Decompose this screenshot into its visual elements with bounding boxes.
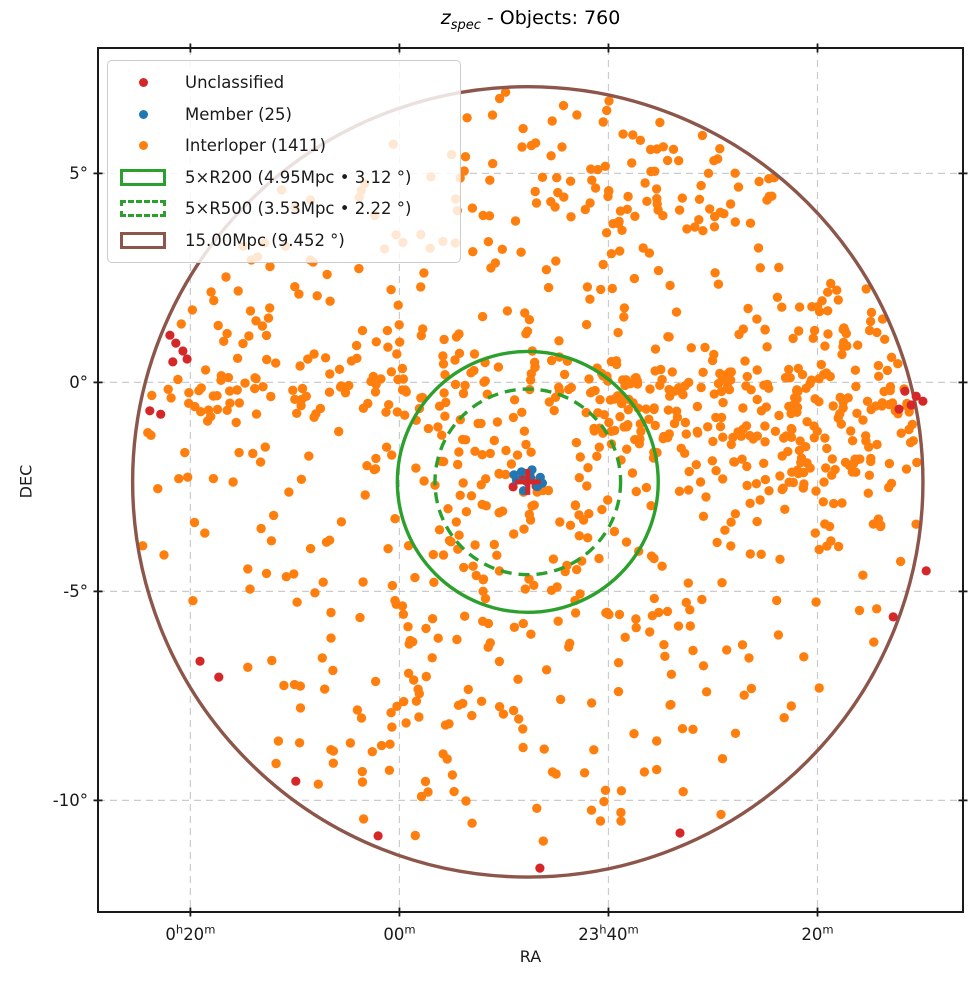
plot-title: zspec - Objects: 760: [98, 7, 963, 33]
legend-marker-1: [115, 109, 171, 119]
legend-circle-swatch-icon: [120, 168, 166, 186]
x-tick-label: 00m: [383, 923, 415, 945]
y-tick-label: -5°: [63, 582, 88, 601]
legend-item: 5×R200 (4.95Mpc • 3.12 °): [115, 162, 452, 194]
legend-label: 15.00Mpc (9.452 °): [185, 230, 345, 250]
legend-item: 5×R500 (3.53Mpc • 2.22 °): [115, 193, 452, 225]
radius-circles: [130, 85, 925, 879]
legend-item: Member (25): [115, 99, 452, 131]
circle-5xR200: [395, 349, 660, 615]
legend-label: Member (25): [185, 104, 292, 124]
title-subscript: spec: [450, 17, 481, 33]
x-tick-label: 20m: [801, 923, 833, 945]
legend-dot-icon: [138, 141, 148, 151]
legend-label: Interloper (1411): [185, 136, 326, 156]
y-axis-label: DEC: [16, 464, 36, 499]
y-tick-label: 0°: [69, 373, 88, 392]
legend-label: 5×R500 (3.53Mpc • 2.22 °): [185, 199, 412, 219]
circle-5xR500: [433, 387, 623, 577]
x-axis-label: RA: [519, 947, 542, 966]
x-tick-label: 0h20m: [165, 923, 215, 945]
legend: Unclassified Member (25) Interloper (1411)…: [107, 60, 461, 263]
y-tick-label: -10°: [53, 791, 88, 810]
legend-item: Interloper (1411): [115, 130, 452, 162]
legend-marker-4: [115, 200, 171, 218]
axis-ticks: [93, 43, 968, 917]
legend-dot-icon: [138, 109, 148, 119]
legend-marker-3: [115, 168, 171, 186]
x-tick-label: 23h40m: [578, 923, 639, 945]
axes-spines: [97, 47, 964, 913]
legend-dot-icon: [138, 78, 148, 88]
legend-marker-0: [115, 78, 171, 88]
legend-label: 5×R200 (4.95Mpc • 3.12 °): [185, 167, 412, 187]
legend-marker-2: [115, 141, 171, 151]
legend-item: 15.00Mpc (9.452 °): [115, 225, 452, 257]
legend-label: Unclassified: [185, 73, 285, 93]
legend-circle-swatch-icon: [120, 231, 166, 249]
cluster-center-marker: [514, 468, 541, 495]
circle-15Mpc: [130, 85, 925, 879]
legend-circle-swatch-icon: [120, 200, 166, 218]
legend-item: Unclassified: [115, 67, 452, 99]
plot-border: [97, 47, 964, 913]
unclassified-points: [145, 330, 931, 873]
tick-labels: 0h20m 00m 23h40m 20m 5° 0° -5° -10°: [53, 164, 834, 944]
y-tick-label: 5°: [69, 164, 88, 183]
title-rest: - Objects: 760: [480, 7, 621, 29]
legend-marker-5: [115, 231, 171, 249]
title-variable: z: [440, 7, 451, 29]
